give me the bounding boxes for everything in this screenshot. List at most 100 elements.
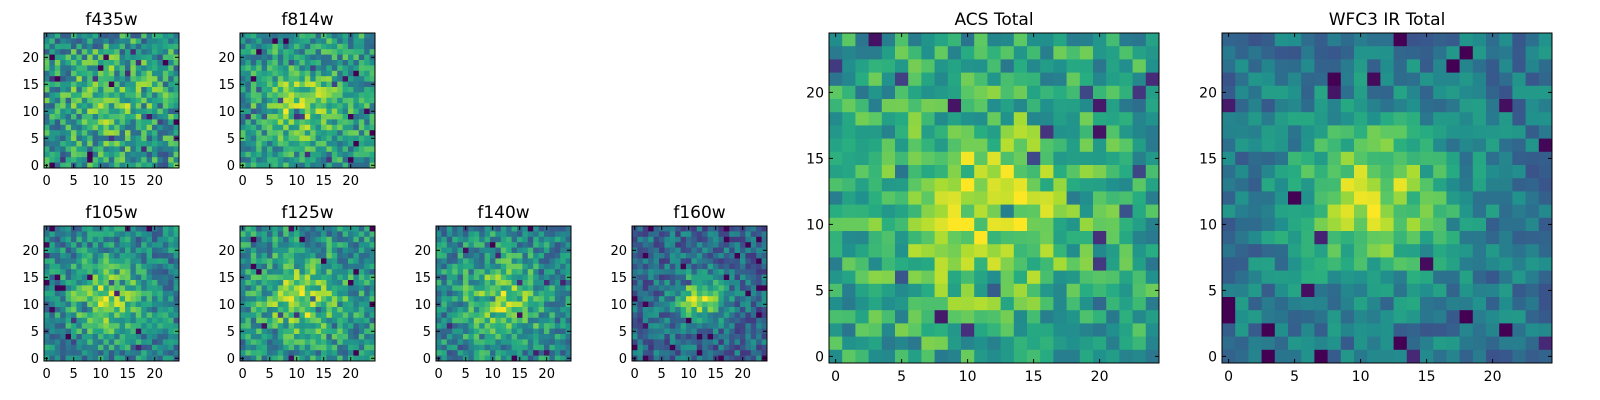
heatmap-cell: [707, 263, 714, 270]
heatmap-cell: [146, 76, 153, 83]
heatmap-cell: [108, 339, 115, 346]
heatmap-cell: [81, 344, 88, 351]
heatmap-cell: [348, 141, 354, 147]
heatmap-cell: [729, 290, 736, 297]
heatmap-cell: [729, 263, 736, 270]
heatmap-cell: [98, 87, 104, 93]
heatmap-cell: [1119, 297, 1134, 311]
heatmap-cell: [315, 269, 322, 276]
heatmap-cell: [283, 87, 290, 93]
heatmap-cell: [829, 310, 843, 324]
heatmap-cell: [517, 274, 523, 281]
heatmap-cell: [348, 350, 354, 357]
heatmap-cell: [157, 328, 164, 335]
heatmap-cell: [1288, 231, 1302, 245]
heatmap-cell: [452, 269, 459, 276]
heatmap-cell: [680, 226, 687, 232]
heatmap-cell: [272, 301, 279, 308]
heatmap-cell: [446, 350, 453, 357]
heatmap-cell: [632, 323, 638, 330]
heatmap-cell: [680, 242, 687, 249]
heatmap-cell: [348, 135, 354, 142]
heatmap-cell: [1367, 59, 1381, 74]
heatmap-cell: [669, 226, 676, 232]
heatmap-cell: [1053, 349, 1068, 364]
heatmap-cell: [457, 339, 464, 346]
heatmap-cell: [495, 296, 502, 303]
heatmap-cell: [54, 339, 61, 346]
heatmap-cell: [103, 108, 110, 115]
heatmap-cell: [92, 350, 99, 357]
heatmap-cell: [103, 114, 110, 120]
heatmap-cell: [908, 270, 922, 285]
heatmap-cell: [527, 280, 534, 286]
heatmap-cell: [707, 253, 714, 259]
heatmap-cell: [44, 38, 50, 45]
heatmap-cell: [511, 350, 518, 357]
heatmap-cell: [326, 323, 333, 330]
heatmap-cell: [76, 263, 83, 270]
heatmap-cell: [729, 258, 736, 265]
heatmap-cell: [1119, 72, 1134, 87]
heatmap-cell: [1222, 99, 1236, 113]
heatmap-cell: [81, 130, 88, 137]
heatmap-cell: [65, 307, 72, 313]
heatmap-cell: [326, 334, 333, 340]
heatmap-cell: [87, 307, 94, 313]
heatmap-cell: [342, 253, 349, 259]
heatmap-cell: [756, 226, 763, 232]
heatmap-cell: [987, 270, 1002, 285]
heatmap-cell: [1420, 33, 1434, 47]
heatmap-cell: [44, 70, 50, 77]
heatmap-cell: [98, 247, 104, 254]
heatmap-cell: [756, 339, 763, 346]
heatmap-cell: [565, 339, 572, 346]
heatmap-cell: [125, 301, 131, 308]
x-tick-label: 20: [538, 367, 555, 382]
heatmap-cell: [272, 350, 279, 357]
heatmap-cell: [92, 43, 99, 50]
heatmap-cell: [756, 344, 763, 351]
heatmap-cell: [1013, 217, 1028, 232]
heatmap-cell: [653, 226, 660, 232]
heatmap-cell: [696, 236, 703, 243]
heatmap-cell: [1525, 99, 1540, 113]
heatmap-cell: [337, 162, 344, 169]
heatmap-cell: [718, 312, 725, 319]
heatmap-cell: [245, 135, 252, 142]
heatmap-cell: [310, 269, 317, 276]
heatmap-cell: [637, 226, 644, 232]
heatmap-cell: [680, 350, 687, 357]
heatmap-cell: [987, 257, 1002, 272]
heatmap-cell: [855, 297, 870, 311]
heatmap-cell: [468, 285, 475, 292]
heatmap-cell: [135, 76, 142, 83]
heatmap-cell: [441, 236, 448, 243]
heatmap-cell: [240, 296, 246, 303]
heatmap-cell: [369, 130, 376, 137]
heatmap-cell: [506, 263, 513, 270]
heatmap-cell: [267, 242, 273, 249]
heatmap-cell: [353, 162, 360, 169]
heatmap-cell: [868, 59, 883, 74]
heatmap-cell: [162, 285, 169, 292]
heatmap-cell: [669, 323, 676, 330]
heatmap-cell: [506, 253, 513, 259]
heatmap-cell: [369, 60, 376, 66]
heatmap-cell: [691, 274, 698, 281]
heatmap-cell: [702, 274, 709, 281]
heatmap-cell: [457, 296, 464, 303]
heatmap-cell: [76, 274, 83, 281]
heatmap-cell: [1472, 217, 1487, 232]
heatmap-cell: [637, 301, 644, 308]
heatmap-cell: [446, 274, 453, 281]
heatmap-cell: [315, 301, 322, 308]
heatmap-cell: [632, 307, 638, 313]
heatmap-cell: [81, 76, 88, 83]
heatmap-cell: [288, 54, 295, 61]
heatmap-cell: [560, 350, 567, 357]
heatmap-cell: [294, 60, 300, 66]
heatmap-cell: [267, 54, 273, 61]
heatmap-cell: [353, 263, 360, 270]
heatmap-cell: [103, 355, 110, 362]
